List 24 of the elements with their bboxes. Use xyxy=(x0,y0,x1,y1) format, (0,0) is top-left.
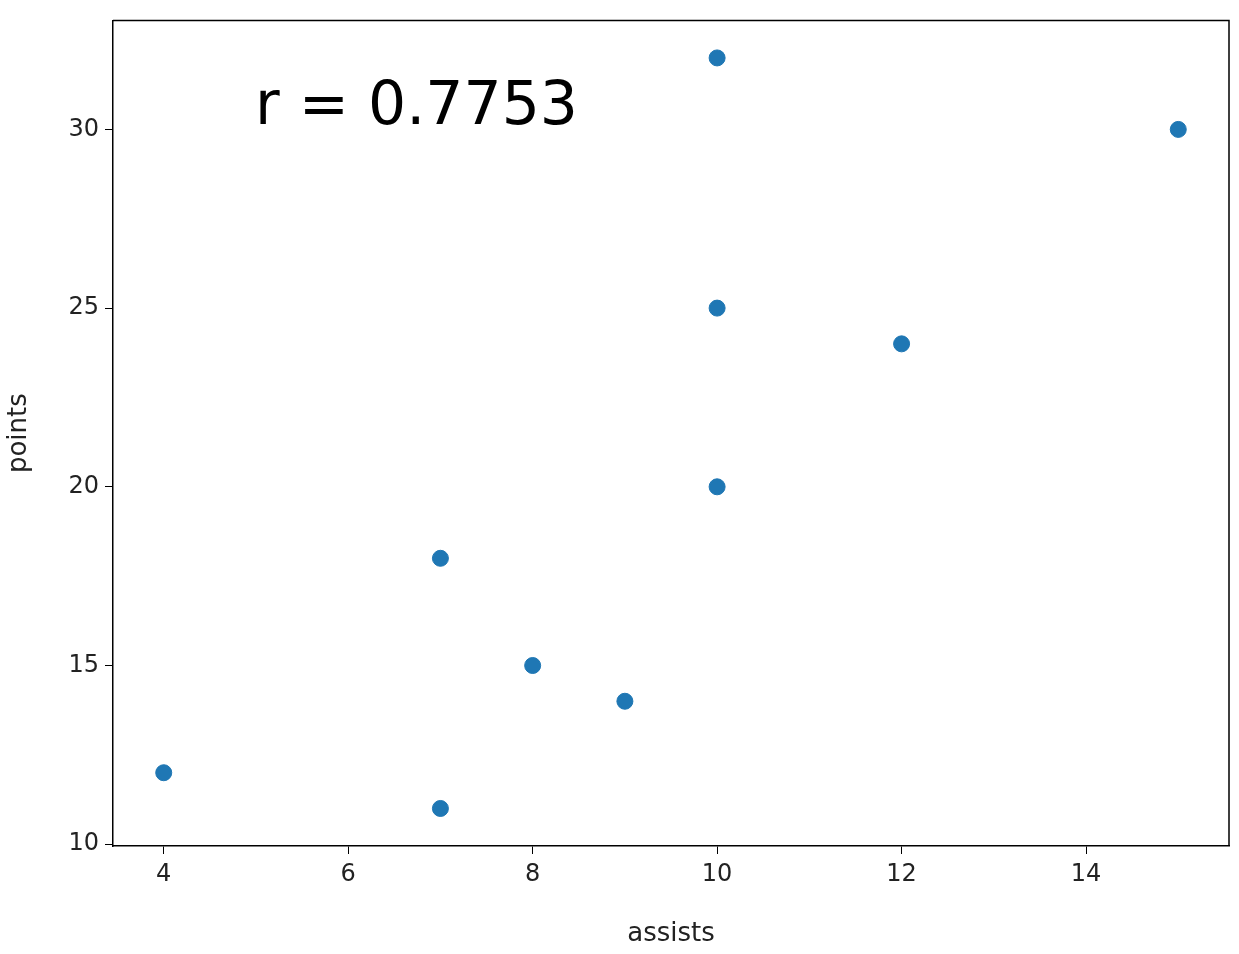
point xyxy=(708,478,726,496)
y-axis-title: points xyxy=(2,393,33,474)
point xyxy=(155,764,173,782)
x-tick-label: 6 xyxy=(340,858,356,887)
x-tick-label: 8 xyxy=(525,858,541,887)
point xyxy=(524,657,542,675)
point xyxy=(893,335,911,353)
y-tick-label: 25 xyxy=(68,292,99,321)
point xyxy=(431,549,449,567)
x-tick-label: 4 xyxy=(156,858,172,887)
point xyxy=(708,49,726,67)
x-tick-label: 10 xyxy=(701,858,733,887)
point xyxy=(708,299,726,317)
y-tick-label: 30 xyxy=(68,113,99,142)
x-axis-title: assists xyxy=(627,917,715,948)
point xyxy=(431,799,449,817)
annotation: r = 0.7753 xyxy=(255,67,579,138)
point xyxy=(616,692,634,710)
x-tick-label: 12 xyxy=(886,858,917,887)
y-tick-label: 20 xyxy=(68,471,99,500)
x-tick-label: 14 xyxy=(1070,858,1102,887)
y-tick-label: 15 xyxy=(68,649,99,678)
y-tick-label: 10 xyxy=(68,828,99,857)
point xyxy=(1169,120,1187,138)
